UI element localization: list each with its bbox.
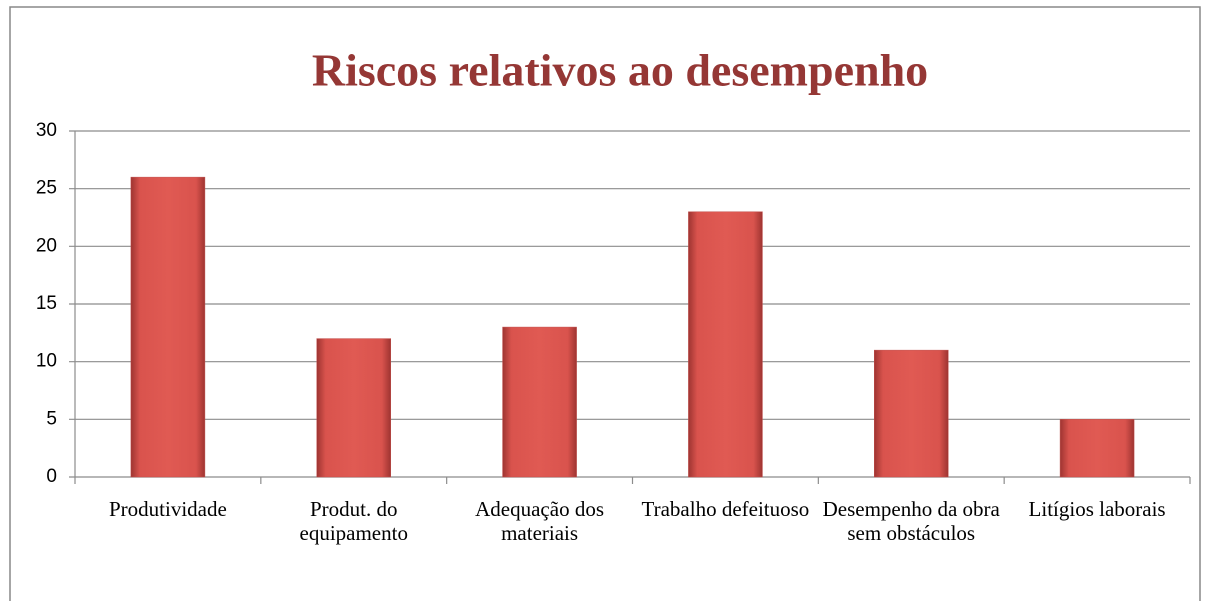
y-tick-label: 30: [36, 120, 57, 141]
y-tick-label: 25: [36, 178, 57, 199]
x-tick-label: Produt. do equipamento: [299, 497, 408, 545]
x-tick-label: Litígios laborais: [1028, 497, 1166, 521]
y-tick-label: 20: [36, 235, 57, 256]
chart-title: Riscos relativos ao desempenho: [312, 45, 928, 96]
bar: [874, 349, 949, 478]
chart-border: [9, 6, 1201, 601]
x-tick-label: Trabalho defeituoso: [641, 497, 810, 521]
bar: [316, 338, 391, 478]
bar: [502, 326, 577, 478]
y-tick-label: 5: [46, 408, 57, 429]
bar: [1059, 419, 1135, 478]
x-tick-label: Desempenho da obra sem obstáculos: [822, 497, 1000, 545]
y-tick-label: 10: [36, 351, 57, 372]
y-tick-label: 0: [46, 466, 57, 487]
y-tick-label: 15: [36, 293, 57, 314]
bar: [688, 211, 763, 478]
x-tick-label: Produtividade: [109, 497, 227, 521]
bar: [130, 176, 206, 478]
x-tick-label: Adequação dos materiais: [475, 497, 604, 545]
